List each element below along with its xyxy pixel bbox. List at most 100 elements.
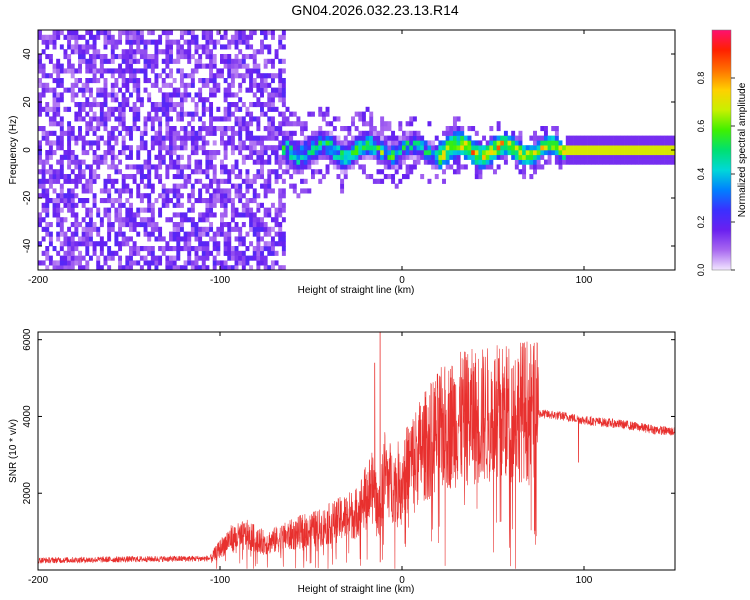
heatmap-cell xyxy=(616,150,621,156)
heatmap-cell xyxy=(190,217,195,223)
heatmap-cell xyxy=(332,135,337,141)
heatmap-cell xyxy=(48,169,53,175)
heatmap-cell xyxy=(139,102,144,108)
heatmap-cell xyxy=(605,154,610,160)
heatmap-cell xyxy=(110,222,115,228)
heatmap-cell xyxy=(190,30,195,36)
heatmap-cell xyxy=(45,246,50,252)
heatmap-cell xyxy=(478,174,483,180)
heatmap-cell xyxy=(187,198,192,204)
heatmap-cell xyxy=(172,145,177,151)
heatmap-cell xyxy=(96,135,101,141)
heatmap-cell xyxy=(70,260,75,266)
heatmap-cell xyxy=(114,178,119,184)
heatmap-cell xyxy=(150,82,155,88)
heatmap-cell xyxy=(383,154,388,160)
heatmap-cell xyxy=(190,202,195,208)
heatmap-cell xyxy=(190,68,195,74)
heatmap-cell xyxy=(554,135,559,141)
heatmap-cell xyxy=(78,102,82,108)
heatmap-cell xyxy=(383,174,388,180)
heatmap-cell xyxy=(38,97,42,103)
heatmap-cell xyxy=(409,116,414,122)
heatmap-cell xyxy=(161,236,166,242)
heatmap-cell xyxy=(70,255,75,261)
heatmap-cell xyxy=(398,178,403,184)
heatmap-cell xyxy=(580,145,585,151)
heatmap-cell xyxy=(278,174,283,180)
heatmap-cell xyxy=(125,126,130,132)
heatmap-cell xyxy=(249,241,254,247)
heatmap-cell xyxy=(241,202,246,208)
heatmap-cell xyxy=(56,73,61,79)
heatmap-cell xyxy=(88,226,93,232)
heatmap-cell xyxy=(96,92,101,98)
heatmap-cell xyxy=(416,154,421,160)
heatmap-cell xyxy=(125,54,130,60)
heatmap-cell xyxy=(627,140,632,146)
heatmap-cell xyxy=(96,126,101,132)
heatmap-cell xyxy=(161,49,166,55)
heatmap-cell xyxy=(303,135,308,141)
heatmap-cell xyxy=(387,164,392,170)
heatmap-cell xyxy=(187,54,192,60)
heatmap-cell xyxy=(158,174,163,180)
heatmap-cell xyxy=(252,246,257,252)
heatmap-cell xyxy=(245,126,250,132)
heatmap-cell xyxy=(205,174,210,180)
heatmap-cell xyxy=(201,106,206,112)
heatmap-cell xyxy=(380,126,385,132)
heatmap-cell xyxy=(81,159,86,165)
heatmap-cell xyxy=(256,217,261,223)
heatmap-cell xyxy=(311,130,315,136)
heatmap-cell xyxy=(278,236,283,242)
heatmap-cell xyxy=(602,150,607,156)
heatmap-cell xyxy=(576,154,581,160)
heatmap-cell xyxy=(256,73,261,79)
heatmap-cell xyxy=(132,246,137,252)
heatmap-cell xyxy=(194,92,199,98)
heatmap-cell xyxy=(147,207,152,213)
heatmap-cell xyxy=(190,78,195,84)
heatmap-cell xyxy=(267,126,272,132)
heatmap-cell xyxy=(332,145,337,151)
heatmap-cell xyxy=(67,126,72,132)
heatmap-cell xyxy=(634,150,639,156)
heatmap-cell xyxy=(107,178,112,184)
heatmap-cell xyxy=(125,97,130,103)
heatmap-cell xyxy=(587,159,592,165)
heatmap-cell xyxy=(172,174,177,180)
heatmap-cell xyxy=(664,159,669,165)
heatmap-cell xyxy=(56,217,61,223)
heatmap-cell xyxy=(169,154,173,160)
heatmap-cell xyxy=(176,92,181,98)
heatmap-cell xyxy=(132,87,137,93)
heatmap-cell xyxy=(56,236,61,242)
heatmap-cell xyxy=(129,39,133,45)
heatmap-cell xyxy=(201,150,206,156)
heatmap-cell xyxy=(529,135,534,141)
heatmap-cell xyxy=(296,164,301,170)
heatmap-cell xyxy=(303,154,308,160)
heatmap-cell xyxy=(59,226,64,232)
heatmap-cell xyxy=(343,140,348,146)
heatmap-cell xyxy=(442,154,446,160)
heatmap-cell xyxy=(150,30,155,36)
heatmap-cell xyxy=(267,178,272,184)
heatmap-cell xyxy=(252,212,257,218)
heatmap-cell xyxy=(230,217,235,223)
heatmap-cell xyxy=(482,150,487,156)
heatmap-cell xyxy=(249,183,254,189)
heatmap-cell xyxy=(63,49,68,55)
heatmap-cell xyxy=(274,54,279,60)
heatmap-cell xyxy=(576,140,581,146)
heatmap-cell xyxy=(143,130,148,136)
heatmap-cell xyxy=(220,178,224,184)
heatmap-cell xyxy=(74,116,79,122)
heatmap-cell xyxy=(547,140,552,146)
heatmap-cell xyxy=(369,135,374,141)
heatmap-cell xyxy=(263,260,268,266)
heatmap-cell xyxy=(81,202,86,208)
heatmap-cell xyxy=(143,140,148,146)
heatmap-cell xyxy=(205,39,210,45)
